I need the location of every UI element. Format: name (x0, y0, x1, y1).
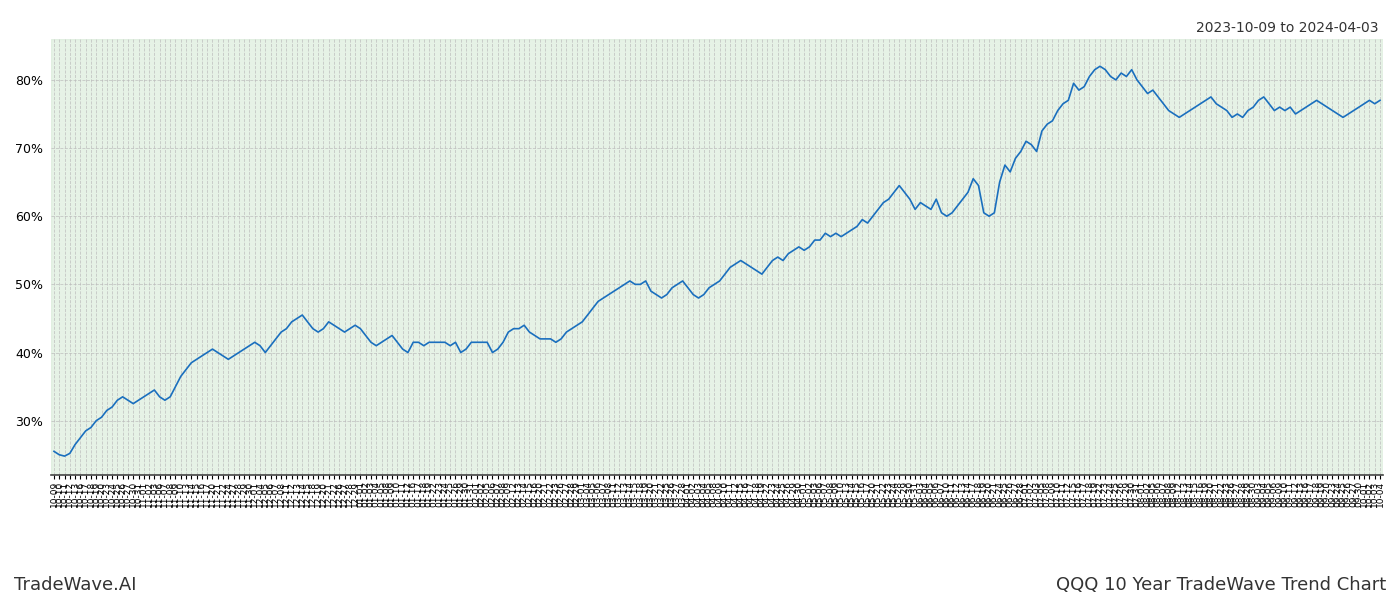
Text: 2023-10-09 to 2024-04-03: 2023-10-09 to 2024-04-03 (1197, 21, 1379, 35)
Bar (52, 39, 1383, 475)
Text: TradeWave.AI: TradeWave.AI (14, 576, 137, 594)
Text: QQQ 10 Year TradeWave Trend Chart: QQQ 10 Year TradeWave Trend Chart (1056, 576, 1386, 594)
